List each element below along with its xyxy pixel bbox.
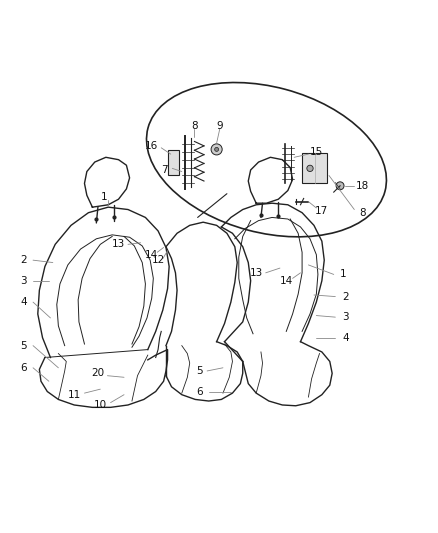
Text: 6: 6	[196, 386, 202, 397]
Text: 10: 10	[94, 400, 107, 410]
Text: 13: 13	[112, 239, 125, 249]
Text: 5: 5	[20, 341, 27, 351]
Text: 14: 14	[279, 276, 293, 286]
Text: 9: 9	[216, 120, 223, 131]
FancyBboxPatch shape	[168, 150, 179, 175]
Text: 4: 4	[20, 297, 27, 307]
Text: 17: 17	[315, 206, 328, 216]
Circle shape	[336, 182, 344, 190]
Text: 14: 14	[145, 249, 159, 260]
Text: 11: 11	[67, 390, 81, 400]
Circle shape	[307, 165, 313, 172]
Text: 20: 20	[92, 368, 105, 378]
Text: 3: 3	[343, 312, 349, 322]
Text: 1: 1	[101, 192, 108, 202]
Circle shape	[211, 144, 222, 155]
Text: 8: 8	[359, 208, 366, 217]
Text: 6: 6	[20, 363, 27, 373]
Text: 18: 18	[356, 181, 369, 191]
Text: 1: 1	[340, 269, 346, 279]
Text: 7: 7	[161, 165, 168, 175]
Circle shape	[215, 148, 219, 151]
Text: 8: 8	[191, 120, 198, 131]
Text: 16: 16	[145, 141, 159, 151]
Text: 13: 13	[250, 268, 263, 278]
Text: 2: 2	[343, 292, 349, 302]
Text: 4: 4	[343, 333, 349, 343]
Text: 15: 15	[310, 147, 323, 157]
Text: 3: 3	[20, 276, 27, 286]
FancyBboxPatch shape	[302, 154, 328, 183]
Text: 12: 12	[152, 255, 165, 265]
Text: 5: 5	[196, 366, 202, 376]
Text: 2: 2	[20, 255, 27, 265]
